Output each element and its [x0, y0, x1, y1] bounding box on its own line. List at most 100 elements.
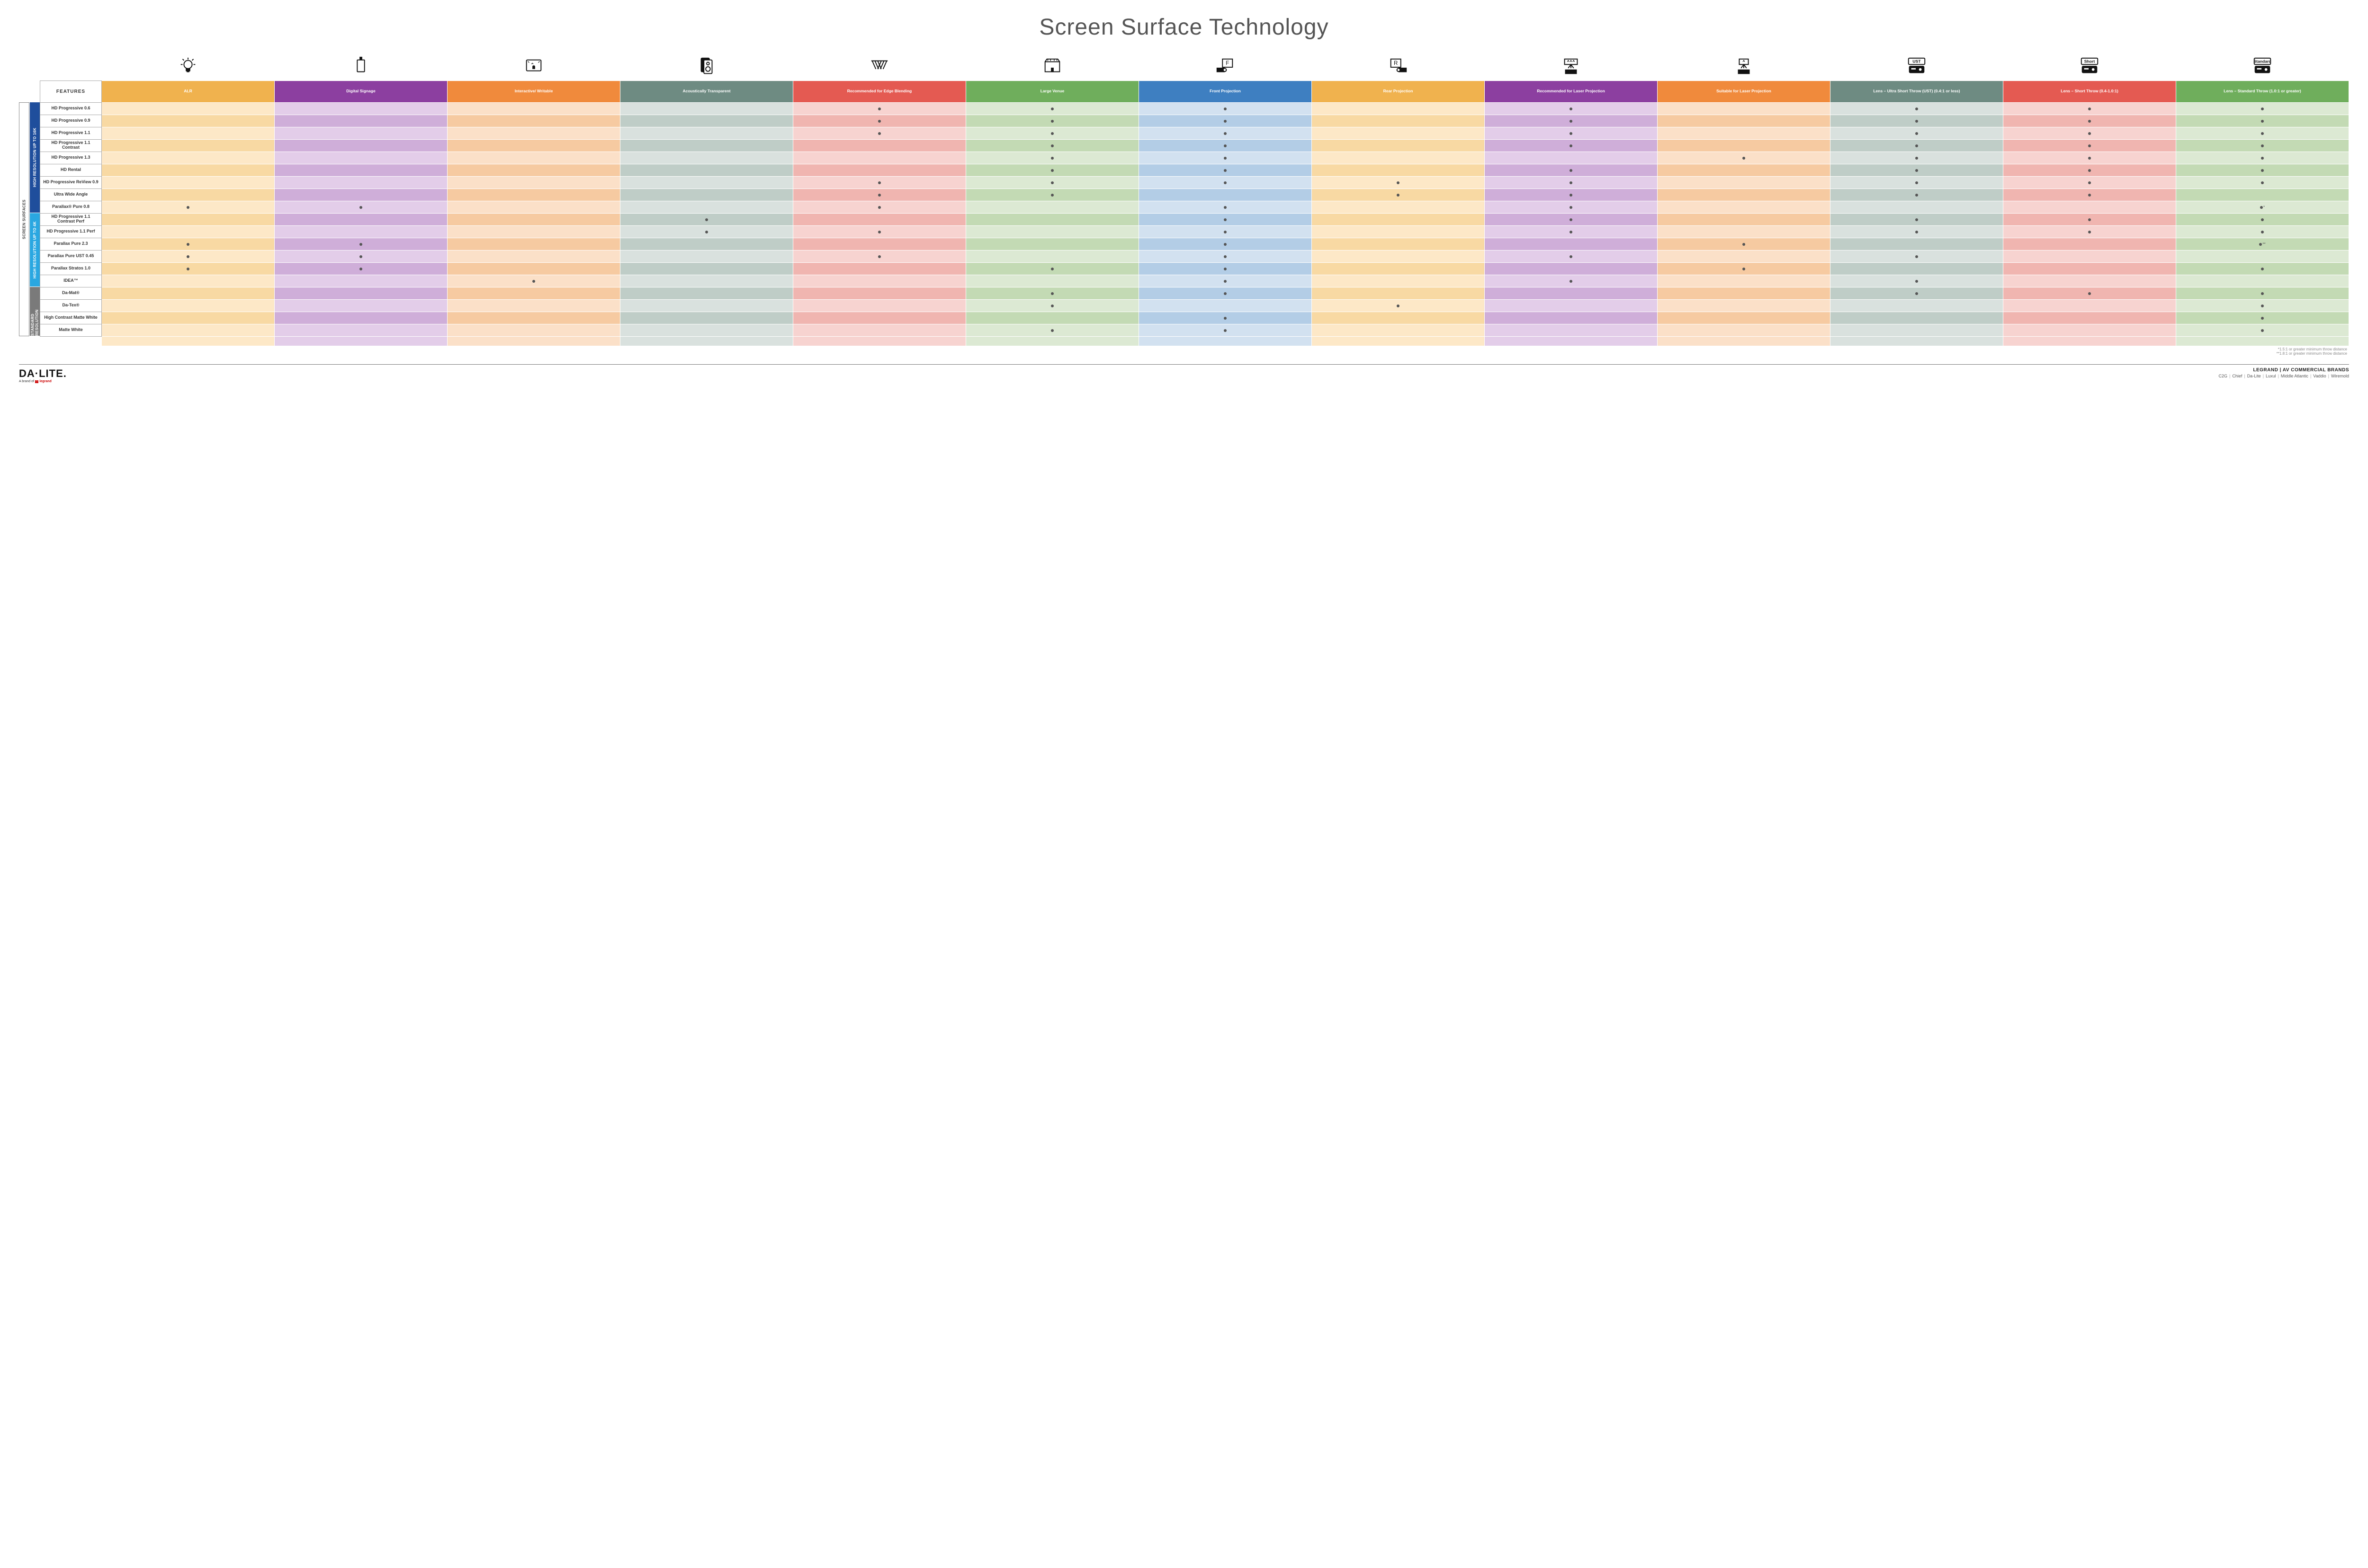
alr-icon [102, 52, 275, 81]
cell-reclaser [1485, 238, 1658, 250]
row-label: HD Progressive ReView 0.9 [40, 176, 102, 188]
cell-short [2003, 213, 2176, 225]
cell-ust [1830, 250, 2003, 262]
table-row: Parallax Stratos 1.0 [40, 262, 2349, 275]
cell-signage [275, 225, 448, 238]
page-title: Screen Surface Technology [19, 14, 2349, 40]
cell-front [1139, 299, 1312, 312]
row-label: High Contrast Matte White [40, 312, 102, 324]
table-row: HD Progressive ReView 0.9 [40, 176, 2349, 188]
cell-venue [966, 213, 1139, 225]
cell-std [2176, 312, 2349, 324]
cell-edge [793, 324, 966, 336]
table-row: Parallax Pure UST 0.45 [40, 250, 2349, 262]
cell-acoustic [620, 262, 793, 275]
row-label: HD Progressive 1.1 Perf [40, 225, 102, 238]
cell-venue [966, 275, 1139, 287]
brand-item: Vaddio [2313, 374, 2326, 378]
cell-ust [1830, 213, 2003, 225]
cell-reclaser [1485, 299, 1658, 312]
cell-alr [102, 176, 275, 188]
cell-suitlaser [1658, 152, 1830, 164]
cell-venue [966, 312, 1139, 324]
brand-item: Da-Lite [2247, 374, 2261, 378]
cell-reclaser [1485, 201, 1658, 213]
cell-alr [102, 164, 275, 176]
cell-rear [1312, 225, 1485, 238]
cell-signage [275, 213, 448, 225]
cell-acoustic [620, 250, 793, 262]
cell-std [2176, 102, 2349, 115]
cell-ust [1830, 188, 2003, 201]
cell-edge [793, 213, 966, 225]
cell-interact [448, 188, 620, 201]
cell-reclaser [1485, 225, 1658, 238]
cell-front [1139, 102, 1312, 115]
cell-alr [102, 188, 275, 201]
cell-short [2003, 324, 2176, 336]
page-footer: DA·LITE. A brand of □ legrand LEGRAND | … [19, 364, 2349, 383]
cell-interact [448, 164, 620, 176]
cell-signage [275, 152, 448, 164]
cell-ust [1830, 299, 2003, 312]
cell-ust [1830, 287, 2003, 299]
cell-std [2176, 262, 2349, 275]
cell-rear [1312, 176, 1485, 188]
cell-interact [448, 299, 620, 312]
spacer-row [40, 336, 2349, 346]
cell-reclaser [1485, 115, 1658, 127]
col-header-venue: Large Venue [966, 81, 1139, 102]
logo-block: DA·LITE. A brand of □ legrand [19, 367, 67, 383]
cell-ust [1830, 127, 2003, 139]
cell-rear [1312, 262, 1485, 275]
row-label: HD Progressive 0.6 [40, 102, 102, 115]
cell-ust [1830, 312, 2003, 324]
table-row: HD Progressive 0.6 [40, 102, 2349, 115]
cell-std [2176, 225, 2349, 238]
cell-std [2176, 127, 2349, 139]
cell-suitlaser [1658, 176, 1830, 188]
cell-front [1139, 312, 1312, 324]
venue-icon [966, 52, 1139, 81]
cell-alr [102, 238, 275, 250]
features-header: FEATURES [40, 81, 102, 102]
signage-icon [275, 52, 448, 81]
dalite-logo: DA·LITE. [19, 367, 67, 380]
cell-short [2003, 152, 2176, 164]
cell-interact [448, 275, 620, 287]
cell-edge [793, 152, 966, 164]
row-label: Parallax Pure 2.3 [40, 238, 102, 250]
cell-ust [1830, 324, 2003, 336]
cell-signage [275, 299, 448, 312]
cell-alr [102, 201, 275, 213]
cell-short [2003, 176, 2176, 188]
cell-interact [448, 250, 620, 262]
chart-wrapper: SCREEN SURFACES HIGH RESOLUTION UP TO 16… [19, 52, 2349, 356]
cell-std [2176, 152, 2349, 164]
cell-venue [966, 127, 1139, 139]
cell-edge [793, 225, 966, 238]
cell-venue [966, 164, 1139, 176]
cell-rear [1312, 250, 1485, 262]
cell-edge [793, 139, 966, 152]
cell-alr [102, 152, 275, 164]
cell-signage [275, 275, 448, 287]
cell-reclaser [1485, 164, 1658, 176]
cell-front [1139, 238, 1312, 250]
cell-front [1139, 287, 1312, 299]
cell-short [2003, 287, 2176, 299]
cell-signage [275, 238, 448, 250]
cell-venue [966, 152, 1139, 164]
interact-icon [448, 52, 620, 81]
cell-venue [966, 188, 1139, 201]
cell-acoustic [620, 188, 793, 201]
reclaser-icon [1485, 52, 1658, 81]
brand-heading: LEGRAND | AV COMMERCIAL BRANDS [2218, 367, 2349, 373]
cell-short [2003, 127, 2176, 139]
cell-reclaser [1485, 213, 1658, 225]
brand-block: LEGRAND | AV COMMERCIAL BRANDS C2G|Chief… [2218, 367, 2349, 378]
col-header-std: Lens – Standard Throw (1.0:1 or greater) [2176, 81, 2349, 102]
footnote: *1.5:1 or greater minimum throw distance [40, 347, 2347, 351]
cell-std [2176, 324, 2349, 336]
cell-front [1139, 127, 1312, 139]
